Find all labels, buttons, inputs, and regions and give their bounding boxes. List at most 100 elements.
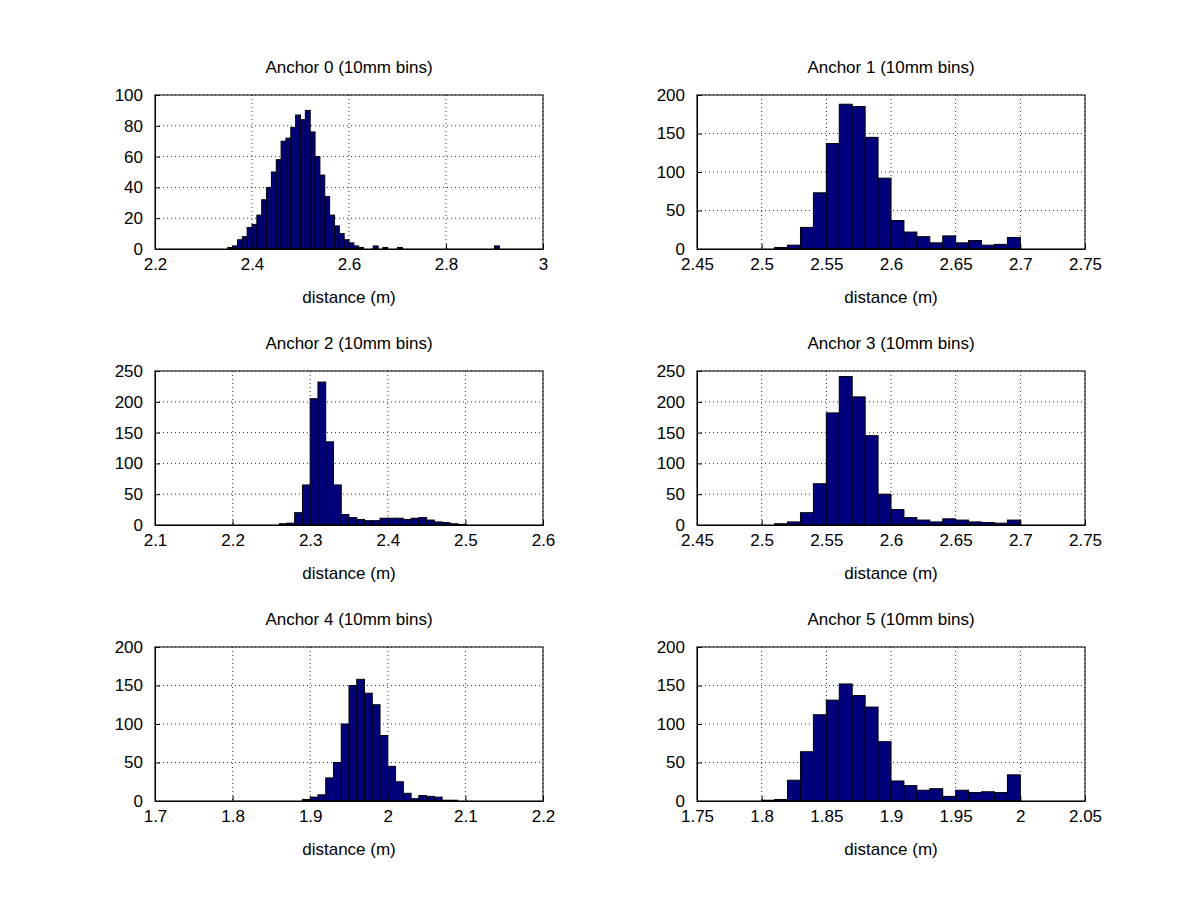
tick-label: 1.9	[880, 807, 904, 826]
tick-label: 0	[676, 516, 685, 535]
histogram-bar	[427, 520, 435, 525]
tick-mark	[155, 126, 160, 127]
tick: 150	[115, 676, 160, 695]
plot-frame	[697, 371, 1085, 525]
tick-label: 2.75	[1069, 531, 1102, 550]
chart-title: Anchor 0 (10mm bins)	[265, 58, 432, 77]
tick-mark	[233, 796, 234, 801]
grid-line-x	[955, 95, 956, 249]
histogram-bar	[271, 172, 276, 249]
histogram-bar	[318, 795, 326, 801]
grid-line-y	[697, 133, 1085, 134]
tick-label: 2.7	[1009, 255, 1033, 274]
tick-label: 0	[134, 240, 143, 259]
tick-mark	[155, 686, 160, 687]
tick: 150	[657, 124, 702, 143]
tick: 200	[115, 638, 160, 657]
tick-mark	[252, 244, 253, 249]
histogram-bar	[852, 696, 865, 801]
tick-label: 2.1	[144, 531, 168, 550]
histogram-bar	[1007, 775, 1020, 801]
histogram-bar	[956, 520, 969, 525]
bars	[775, 104, 1021, 249]
grid-line-x	[232, 647, 233, 801]
histogram-bar	[302, 485, 310, 525]
tick-mark	[697, 134, 702, 135]
histogram-bar	[396, 782, 404, 801]
tick-mark	[388, 796, 389, 801]
tick-mark	[697, 402, 702, 403]
tick-mark	[155, 402, 160, 403]
tick-label: 200	[657, 86, 685, 105]
histogram-bar	[257, 215, 262, 249]
grid-line-y	[155, 156, 543, 157]
histogram-bar	[396, 518, 404, 525]
plot-frame	[697, 95, 1085, 249]
x-axis-title: distance (m)	[844, 840, 938, 859]
tick-label: 100	[657, 163, 685, 182]
tick: 100	[115, 454, 160, 473]
tick-mark	[310, 520, 311, 525]
histogram-bar	[349, 686, 357, 802]
tick-label: 2.8	[435, 255, 459, 274]
tick-label: 2.4	[241, 255, 265, 274]
figure: 2.22.42.62.83020406080100Anchor 0 (10mm …	[0, 0, 1200, 902]
bars	[228, 110, 500, 249]
tick-mark	[826, 796, 827, 801]
tick: 100	[115, 715, 160, 734]
tick-label: 150	[657, 676, 685, 695]
panel: 2.452.52.552.62.652.72.75050100150200250…	[657, 334, 1102, 583]
histogram-bar	[800, 513, 813, 525]
tick-mark	[956, 796, 957, 801]
histogram-bar	[956, 243, 969, 249]
grid-line-x	[955, 371, 956, 525]
histogram-bar	[826, 413, 839, 525]
histogram-bar	[349, 243, 354, 249]
tick-mark	[446, 244, 447, 249]
tick-label: 150	[115, 676, 143, 695]
histogram-bar	[813, 715, 826, 801]
histogram-bar	[419, 518, 427, 525]
grid-line-y	[155, 401, 543, 402]
histogram-bar	[357, 679, 365, 801]
tick-label: 200	[657, 393, 685, 412]
tick-mark	[155, 433, 160, 434]
tick-mark	[697, 763, 702, 764]
histogram-bar	[982, 792, 995, 801]
tick: 250	[657, 362, 702, 381]
histogram-bar	[242, 237, 247, 249]
histogram-bar	[904, 786, 917, 801]
plot-area	[155, 647, 543, 801]
tick-label: 2	[1016, 807, 1025, 826]
y-axis: 020406080100	[115, 86, 160, 259]
tick: 200	[657, 393, 702, 412]
histogram-bar	[904, 232, 917, 249]
tick-mark	[826, 520, 827, 525]
histogram-bar	[813, 193, 826, 249]
grid-line-x	[349, 95, 350, 249]
plot-frame	[697, 647, 1085, 801]
tick-mark	[762, 520, 763, 525]
tick-mark	[1020, 520, 1021, 525]
histogram-bar	[411, 518, 419, 525]
grid	[697, 95, 1085, 249]
plot-area	[155, 95, 543, 249]
histogram-bar	[994, 244, 1007, 249]
plot-frame	[155, 95, 543, 249]
tick: 150	[657, 424, 702, 443]
tick-label: 2.2	[532, 807, 556, 826]
tick-label: 2.6	[338, 255, 362, 274]
tick-label: 2	[384, 807, 393, 826]
tick-label: 0	[134, 792, 143, 811]
tick-label: 1.9	[299, 807, 323, 826]
histogram-bar	[301, 120, 306, 249]
tick-label: 100	[115, 454, 143, 473]
histogram-bar	[994, 793, 1007, 801]
tick-label: 2.1	[454, 807, 478, 826]
histogram-bar	[310, 797, 318, 801]
grid-line-x	[955, 647, 956, 801]
grid-line-x	[1020, 371, 1021, 525]
histogram-bar	[305, 110, 310, 249]
x-axis-title: distance (m)	[844, 564, 938, 583]
grid	[697, 647, 1085, 801]
